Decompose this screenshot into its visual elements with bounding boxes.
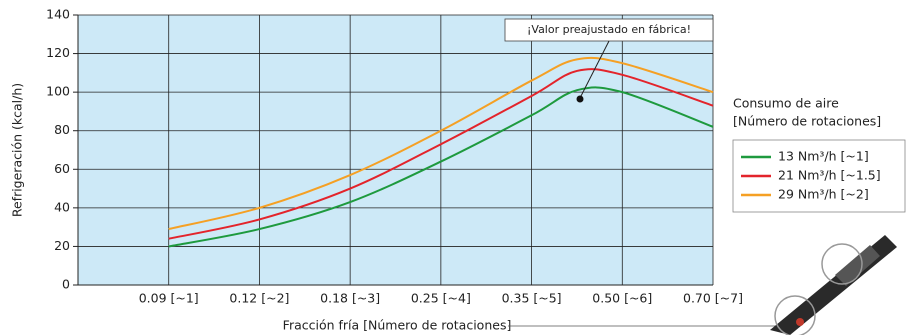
x-tick-label: 0.12 [~2] [229, 291, 289, 306]
x-tick-label: 0.09 [~1] [139, 291, 199, 306]
annotation: ¡Valor preajustado en fábrica! [527, 23, 691, 36]
y-tick-label: 0 [62, 277, 70, 292]
x-tick-label: 0.25 [~4] [411, 291, 471, 306]
y-tick-label: 100 [46, 84, 70, 99]
legend-title: [Número de rotaciones] [733, 114, 881, 129]
y-tick-label: 40 [54, 199, 70, 214]
plot-area [78, 15, 713, 285]
legend-label: 21 Nm³/h [~1.5] [778, 168, 881, 183]
x-tick-label: 0.18 [~3] [320, 291, 380, 306]
y-tick-label: 140 [46, 7, 70, 22]
y-tick-label: 80 [54, 122, 70, 137]
y-tick-label: 120 [46, 45, 70, 60]
y-axis-title: Refrigeración (kcal/h) [10, 83, 25, 217]
legend-title: Consumo de aire [733, 96, 839, 111]
x-tick-label: 0.50 [~6] [592, 291, 652, 306]
legend-label: 13 Nm³/h [~1] [778, 149, 869, 164]
legend-label: 29 Nm³/h [~2] [778, 187, 869, 202]
x-axis-title: Fracción fría [Número de rotaciones] [283, 318, 512, 333]
y-tick-label: 20 [54, 238, 70, 253]
y-tick-label: 60 [54, 161, 70, 176]
x-tick-label: 0.70 [~7] [683, 291, 743, 306]
x-tick-label: 0.35 [~5] [502, 291, 562, 306]
annotation-dot [577, 96, 584, 103]
device-illustration [770, 235, 897, 335]
chart: Refrigeración (kcal/h) Fracción fría [Nú… [0, 0, 906, 335]
